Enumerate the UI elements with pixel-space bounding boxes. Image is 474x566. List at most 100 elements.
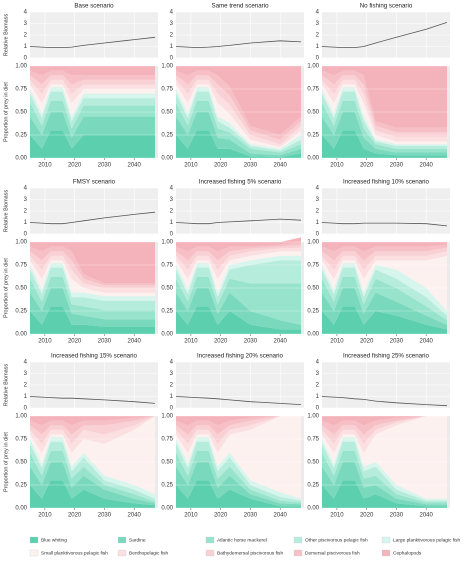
y-tick-label: 1 [316, 44, 320, 50]
area [176, 101, 301, 156]
y-tick-label: 3 [170, 371, 174, 377]
y-tick-label: 1 [24, 220, 28, 226]
y-tick-label: 0 [170, 232, 174, 238]
area [176, 277, 301, 325]
y-tick-label: 0.00 [15, 506, 27, 512]
x-tick-label: 2010 [38, 163, 52, 169]
area [322, 306, 447, 334]
y-tick-label: 1 [24, 394, 28, 400]
area [30, 267, 155, 311]
y-tick-label: 2 [170, 209, 174, 215]
y-tick-label: 0.50 [161, 286, 173, 292]
y-tick-label: 0.75 [307, 87, 319, 93]
legend-label: Bathydemersal piscivorous fish [217, 550, 283, 556]
area [176, 306, 301, 334]
area [30, 75, 155, 94]
area [322, 416, 447, 453]
y-tick-label: 3 [316, 197, 320, 203]
x-tick-label: 2010 [184, 339, 198, 345]
y-tick-label: 1.00 [15, 240, 27, 246]
area [30, 101, 155, 138]
area [176, 66, 301, 135]
x-tick-label: 2020 [214, 513, 228, 519]
area [30, 255, 155, 293]
legend-label: Demersal piscivorous fish [305, 550, 360, 556]
area [176, 288, 301, 330]
y-tick-label: 0 [24, 406, 28, 412]
x-tick-label: 2020 [360, 513, 374, 519]
area [30, 79, 155, 103]
area [322, 247, 447, 270]
x-tick-label: 2020 [68, 513, 82, 519]
y-tick-label: 4 [24, 10, 28, 16]
area [176, 251, 301, 293]
y-tick-label: 1 [316, 220, 320, 226]
area [30, 416, 155, 453]
x-tick-label: 2040 [128, 163, 142, 169]
biomass-line [29, 36, 156, 48]
y-tick-label: 0.50 [307, 286, 319, 292]
y-tick-label: 1.00 [307, 64, 319, 70]
panel-title: Increased fishing 25% scenario [343, 353, 430, 360]
area [30, 112, 155, 149]
area [322, 267, 447, 321]
y-tick-label: 0 [170, 56, 174, 62]
y-axis-label: Relative Biomass [3, 14, 9, 57]
x-tick-label: 2030 [98, 339, 112, 345]
area [176, 437, 301, 501]
area [322, 416, 447, 499]
area [322, 251, 447, 279]
y-tick-label: 0 [316, 56, 320, 62]
y-axis-label: Proportion of prey in diet [3, 258, 9, 318]
area [176, 441, 301, 503]
x-tick-label: 2030 [390, 163, 404, 169]
area [30, 416, 155, 426]
area [176, 112, 301, 158]
y-tick-label: 0.50 [15, 460, 27, 466]
area [176, 79, 301, 147]
y-tick-label: 0 [316, 232, 320, 238]
y-tick-label: 4 [170, 10, 174, 16]
y-tick-label: 0.00 [15, 332, 27, 338]
x-tick-label: 2030 [98, 513, 112, 519]
panel-title: Increased fishing 5% scenario [199, 179, 282, 186]
y-tick-label: 2 [170, 383, 174, 389]
area [176, 416, 301, 426]
area [322, 480, 447, 508]
y-tick-label: 0.50 [161, 460, 173, 466]
y-tick-label: 4 [316, 360, 320, 366]
y-tick-label: 2 [316, 383, 320, 389]
area [30, 441, 155, 502]
legend-label: Sardine [129, 537, 146, 543]
y-tick-label: 0.75 [307, 263, 319, 269]
x-tick-label: 2040 [420, 513, 434, 519]
legend-swatch [29, 549, 39, 557]
x-tick-label: 2010 [330, 163, 344, 169]
legend-label: Large planktivorous pelagic fish [393, 537, 461, 543]
y-tick-label: 4 [316, 10, 320, 16]
y-tick-label: 0.50 [15, 286, 27, 292]
x-tick-label: 2040 [274, 163, 288, 169]
area [30, 462, 155, 506]
area [176, 480, 301, 508]
y-tick-label: 0.50 [307, 460, 319, 466]
area [176, 244, 301, 270]
legend-swatch [205, 549, 215, 557]
legend-label: Blue whiting [41, 537, 67, 543]
area [322, 112, 447, 156]
biomass-line [29, 396, 156, 404]
legend-swatch [381, 536, 391, 544]
legend-swatch [293, 549, 303, 557]
x-tick-label: 2020 [360, 163, 374, 169]
x-tick-label: 2040 [420, 339, 434, 345]
y-tick-label: 3 [24, 21, 28, 27]
y-tick-label: 0.25 [15, 133, 27, 139]
y-tick-label: 2 [24, 33, 28, 39]
y-tick-label: 1.00 [161, 64, 173, 70]
area [176, 84, 301, 149]
y-tick-label: 1.00 [161, 414, 173, 420]
area [322, 130, 447, 158]
area [176, 416, 301, 453]
area [30, 416, 155, 495]
legend-swatch [29, 536, 39, 544]
